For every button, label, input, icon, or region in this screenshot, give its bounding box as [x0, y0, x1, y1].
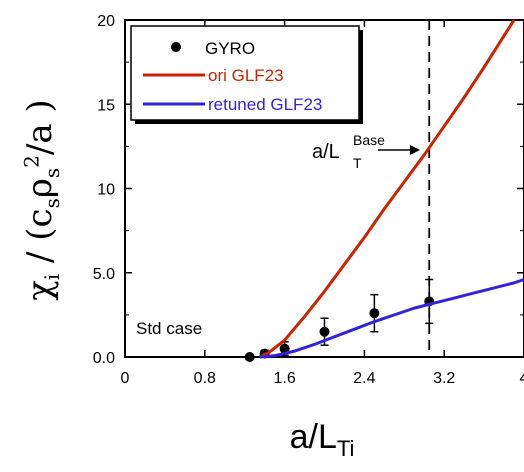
x-title-sub: Ti	[336, 435, 355, 461]
legend-gyro-label: GYRO	[205, 39, 255, 58]
y-tick-label: 10	[97, 182, 115, 199]
legend-gyro-marker	[171, 42, 181, 52]
y-title-mid: / (c	[20, 208, 61, 274]
annotation-arrowhead	[410, 145, 420, 155]
x-title-main: a/L	[289, 418, 337, 456]
x-axis-title: a/LTi	[120, 418, 524, 462]
gyro-point	[369, 308, 380, 319]
svg-text:a/L: a/L	[312, 141, 340, 163]
gyro-point	[244, 352, 255, 362]
y-title-sub-i: i	[40, 273, 65, 281]
y-axis-title: χi / (csρs2/a )	[12, 0, 72, 400]
y-tick-label: 20	[97, 13, 115, 30]
x-tick-label: 0.8	[194, 370, 216, 387]
legend-ori-label: ori GLF23	[208, 66, 284, 85]
x-tick-label: 1.6	[273, 370, 295, 387]
legend-retuned-label: retuned GLF23	[208, 95, 322, 114]
annotation-sup: Base	[353, 132, 385, 148]
corner-label: Std case	[136, 319, 202, 338]
series-group	[244, 19, 524, 362]
y-title-sub-s2: s	[40, 167, 65, 179]
x-tick-label: 0	[121, 370, 130, 387]
x-tick-label: 4	[520, 370, 524, 387]
y-title-chi: χ	[20, 280, 61, 301]
x-tick-label: 3.2	[433, 370, 455, 387]
series-line-ori-glf23	[258, 19, 516, 359]
series-line-retuned-glf23	[259, 278, 524, 359]
gyro-point	[319, 326, 330, 337]
y-tick-label: 0.0	[93, 350, 115, 367]
annotation-main: a/L	[312, 141, 340, 163]
baseline-annotation: a/L Base T	[312, 132, 420, 171]
y-title-sub-s1: s	[40, 198, 65, 209]
y-tick-label: 5.0	[93, 266, 115, 283]
annotation-sub: T	[353, 155, 362, 171]
y-tick-label: 15	[97, 97, 115, 114]
y-title-rho: ρ	[20, 178, 61, 199]
tick-group: 0 0.8 1.6 2.4 3.2 4 0.0 5.0 10 15 20	[93, 13, 524, 387]
gyro-point	[279, 343, 290, 354]
x-tick-label: 2.4	[353, 370, 375, 387]
y-title-end: /a )	[20, 99, 61, 156]
legend-box: GYRO ori GLF23 retuned GLF23	[130, 25, 363, 124]
y-title-sup-2: 2	[19, 155, 44, 168]
